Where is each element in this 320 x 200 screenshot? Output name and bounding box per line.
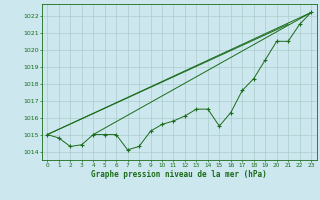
X-axis label: Graphe pression niveau de la mer (hPa): Graphe pression niveau de la mer (hPa): [91, 170, 267, 179]
